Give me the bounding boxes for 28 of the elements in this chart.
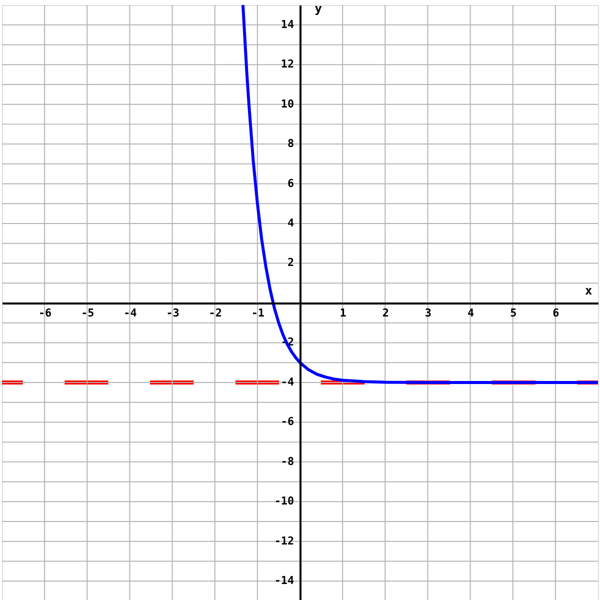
x-tick-label: 1 — [340, 306, 347, 320]
x-tick-label: -5 — [81, 306, 94, 320]
x-tick-label: -4 — [124, 306, 138, 320]
y-tick-label: -4 — [280, 375, 294, 388]
x-tick-label: 5 — [510, 306, 517, 320]
y-tick-label: -10 — [274, 494, 294, 508]
x-tick-label: 4 — [468, 306, 474, 320]
x-tick-label: -2 — [208, 306, 222, 320]
y-tick-label: 4 — [287, 216, 294, 230]
x-tick-label: 6 — [552, 306, 560, 320]
y-tick-label: 6 — [287, 176, 294, 190]
y-tick-label: -8 — [280, 454, 294, 468]
x-tick-label: -3 — [166, 306, 180, 320]
y-tick-label: 10 — [280, 97, 294, 110]
y-axis-title: y — [314, 1, 322, 16]
x-tick-label: -6 — [38, 306, 52, 320]
y-tick-label: -14 — [274, 574, 294, 588]
x-axis-title: x — [584, 284, 592, 298]
x-tick-label: 3 — [424, 306, 432, 320]
y-tick-label: 2 — [287, 256, 294, 270]
x-tick-label: -1 — [251, 306, 265, 320]
x-tick-label: 2 — [382, 306, 389, 320]
y-tick-label: 8 — [287, 137, 294, 150]
line-series — [241, 4, 598, 384]
y-tick-label: -12 — [274, 534, 294, 548]
y-tick-label: 12 — [280, 58, 294, 71]
y-tick-label: 14 — [280, 18, 294, 31]
y-tick-label: -6 — [280, 415, 294, 428]
